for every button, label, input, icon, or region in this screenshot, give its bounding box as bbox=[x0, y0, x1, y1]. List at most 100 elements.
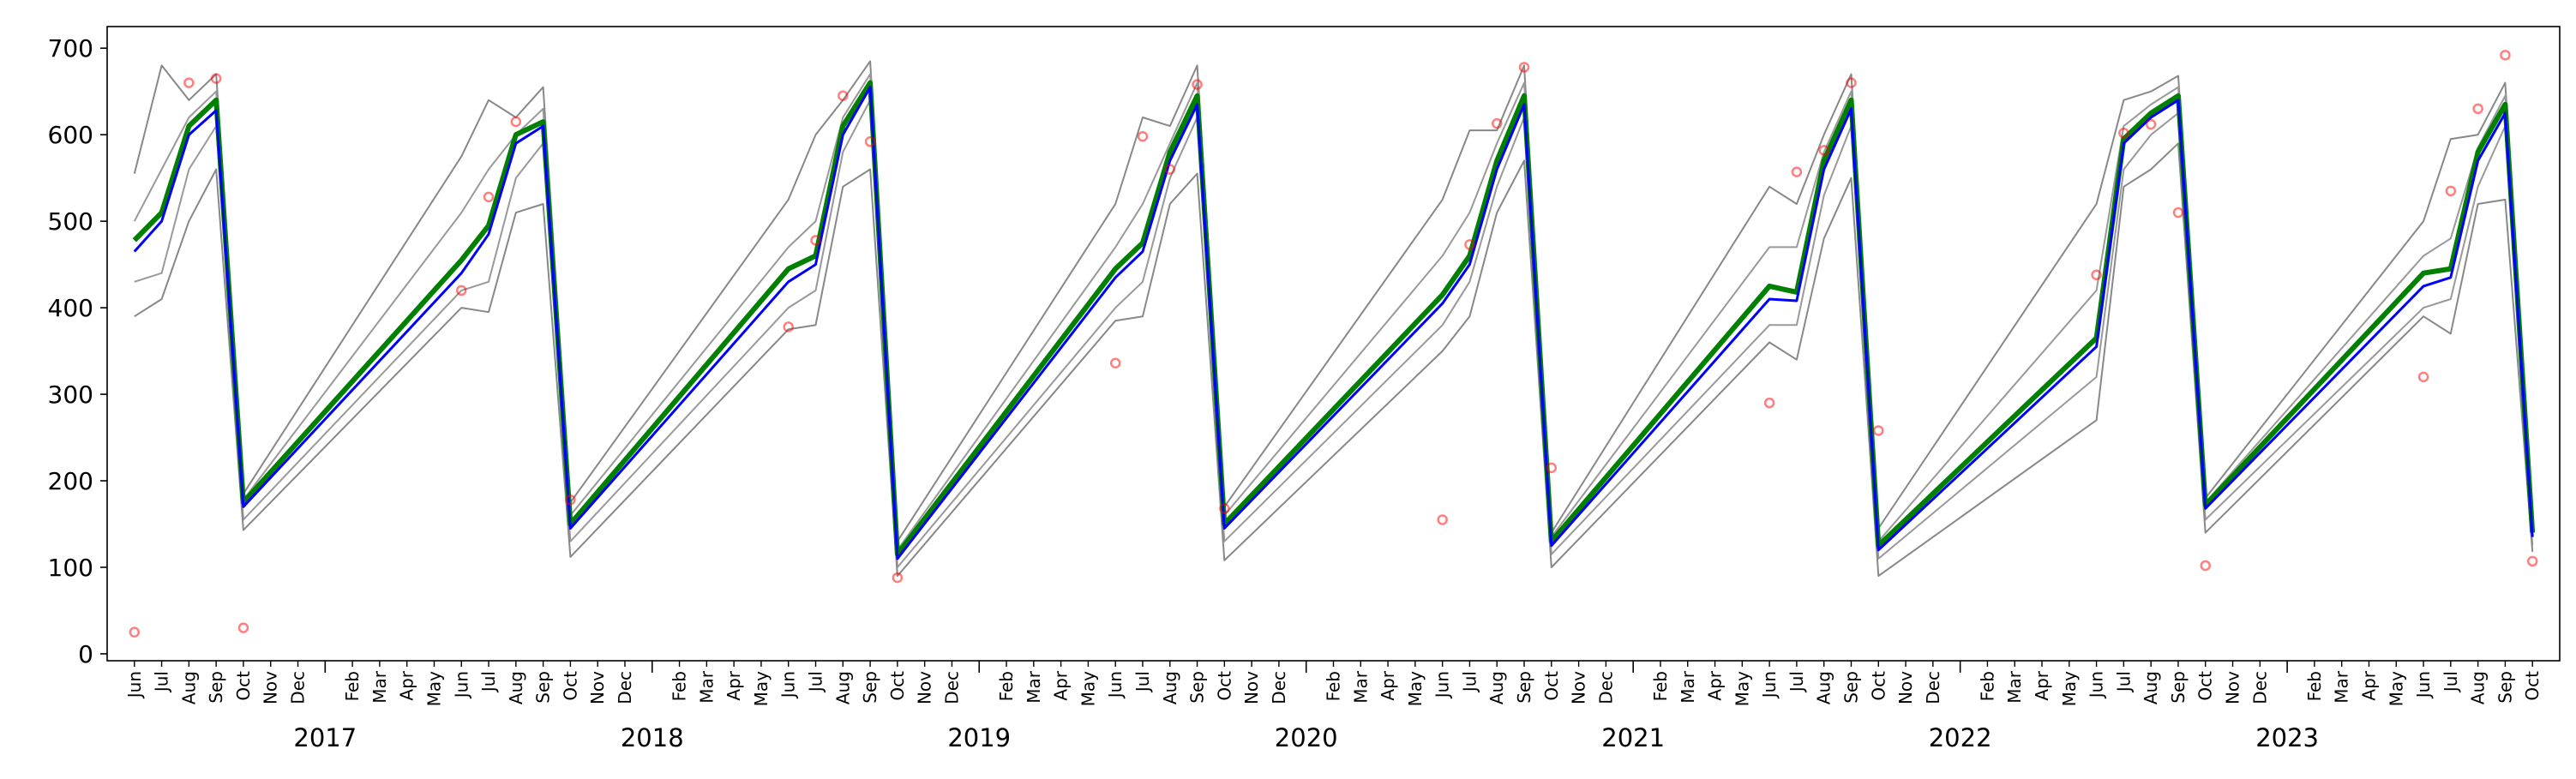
x-tick-label: Nov bbox=[1569, 671, 1589, 704]
x-tick-label: Apr bbox=[2358, 670, 2379, 700]
x-tick-label: Feb bbox=[1324, 671, 1344, 701]
x-tick-label: Dec bbox=[1923, 671, 1943, 704]
x-tick-label: Mar bbox=[1024, 670, 1044, 704]
x-tick-label: Mar bbox=[2004, 670, 2025, 704]
x-tick-label: Jun bbox=[1432, 671, 1453, 699]
x-tick-label: Jun bbox=[2087, 671, 2107, 699]
x-tick-label: Apr bbox=[2032, 670, 2052, 700]
x-tick-label: Sep bbox=[860, 671, 880, 704]
x-tick-label: Mar bbox=[1350, 670, 1371, 704]
x-tick-label: Jun bbox=[124, 671, 145, 699]
observed-point bbox=[1219, 503, 1230, 514]
x-tick-label: Dec bbox=[2249, 671, 2270, 704]
x-tick-label: May bbox=[751, 671, 772, 707]
x-tick-label: Dec bbox=[941, 671, 962, 704]
observed-point bbox=[510, 116, 522, 128]
x-tick-label: Jun bbox=[2413, 671, 2434, 699]
x-tick-label: Oct bbox=[1541, 671, 1562, 701]
series-line bbox=[133, 60, 2534, 542]
x-tick-label: Nov bbox=[1895, 671, 1916, 704]
observed-point bbox=[2445, 185, 2457, 197]
x-tick-label: Sep bbox=[2495, 671, 2515, 704]
observed-point bbox=[2172, 207, 2184, 219]
observed-point bbox=[2091, 269, 2102, 280]
series-line bbox=[134, 142, 2534, 578]
x-tick-label: Mar bbox=[1678, 670, 1698, 704]
x-tick-label: May bbox=[1405, 671, 1426, 707]
x-tick-label: Aug bbox=[1486, 671, 1507, 704]
observed-point bbox=[1491, 117, 1503, 129]
x-tick-label: Dec bbox=[1269, 671, 1289, 704]
x-tick-label: Aug bbox=[2468, 671, 2489, 704]
y-tick-label: 200 bbox=[48, 467, 93, 495]
x-tick-label: Jun bbox=[1105, 671, 1126, 699]
x-tick-label: Jul bbox=[2113, 671, 2134, 693]
x-tick-label: Sep bbox=[206, 671, 226, 704]
x-tick-label: Sep bbox=[1514, 671, 1534, 704]
x-tick-label: May bbox=[2059, 671, 2080, 707]
x-tick-label: Nov bbox=[2223, 671, 2243, 704]
plot-area bbox=[129, 50, 2538, 638]
x-major-label: 2018 bbox=[621, 723, 684, 752]
x-tick-label: Nov bbox=[261, 671, 281, 704]
observed-point bbox=[838, 90, 849, 102]
series-line bbox=[132, 80, 2536, 557]
x-tick-label: Sep bbox=[1840, 671, 1861, 704]
x-tick-label: Feb bbox=[2304, 671, 2325, 701]
x-tick-label: Apr bbox=[1378, 670, 1398, 700]
x-tick-label: Jul bbox=[2441, 671, 2461, 693]
x-major-label: 2019 bbox=[947, 723, 1011, 752]
x-tick-label: Oct bbox=[2195, 671, 2216, 701]
x-tick-label: Mar bbox=[696, 670, 717, 704]
observed-point bbox=[2500, 50, 2511, 61]
x-tick-label: Aug bbox=[1160, 671, 1180, 704]
x-tick-label: Oct bbox=[1868, 671, 1888, 701]
x-tick-label: Sep bbox=[1187, 671, 1208, 704]
x-tick-label: Feb bbox=[670, 671, 690, 701]
observed-point bbox=[210, 73, 222, 84]
x-tick-label: Nov bbox=[915, 671, 935, 704]
observed-point bbox=[1137, 130, 1149, 142]
observed-point bbox=[1192, 79, 1203, 90]
x-major-label: 2021 bbox=[1601, 723, 1665, 752]
x-tick-label: May bbox=[2386, 671, 2406, 707]
x-tick-label: May bbox=[1078, 671, 1098, 707]
x-tick-label: Jul bbox=[806, 671, 826, 693]
observed-point bbox=[783, 321, 794, 333]
x-tick-label: Feb bbox=[1650, 671, 1671, 701]
y-tick-label: 400 bbox=[48, 294, 93, 322]
x-tick-label: Sep bbox=[2168, 671, 2189, 704]
x-tick-label: Mar bbox=[2332, 670, 2352, 704]
observed-point bbox=[483, 191, 495, 203]
y-tick-label: 0 bbox=[78, 640, 93, 668]
x-tick-label: Sep bbox=[533, 671, 554, 704]
observed-point bbox=[1791, 166, 1803, 177]
x-tick-label: Nov bbox=[587, 671, 608, 704]
observed-point bbox=[1464, 239, 1475, 250]
x-tick-label: Dec bbox=[1595, 671, 1616, 704]
x-tick-label: Oct bbox=[560, 671, 580, 701]
observed-point bbox=[129, 626, 141, 638]
y-tick-label: 100 bbox=[48, 554, 93, 582]
x-tick-label: Apr bbox=[397, 670, 417, 700]
observed-point bbox=[1109, 357, 1121, 369]
x-tick-label: Oct bbox=[233, 671, 254, 701]
y-tick-label: 500 bbox=[48, 207, 93, 236]
x-major-label: 2017 bbox=[293, 723, 357, 752]
observed-point bbox=[2145, 118, 2157, 130]
x-tick-label: Jul bbox=[1459, 671, 1480, 693]
x-tick-label: May bbox=[1732, 671, 1752, 707]
x-tick-label: Oct bbox=[2522, 671, 2543, 701]
observed-point bbox=[1763, 397, 1775, 409]
y-tick-label: 700 bbox=[48, 34, 93, 63]
x-tick-label: Nov bbox=[1241, 671, 1262, 704]
x-tick-label: Apr bbox=[724, 670, 744, 700]
series-line bbox=[133, 73, 2534, 551]
x-tick-label: Jun bbox=[1759, 671, 1780, 699]
x-tick-label: Dec bbox=[615, 671, 635, 704]
y-tick-label: 300 bbox=[48, 381, 93, 409]
observed-point bbox=[565, 494, 576, 506]
x-tick-label: Apr bbox=[1705, 670, 1726, 700]
